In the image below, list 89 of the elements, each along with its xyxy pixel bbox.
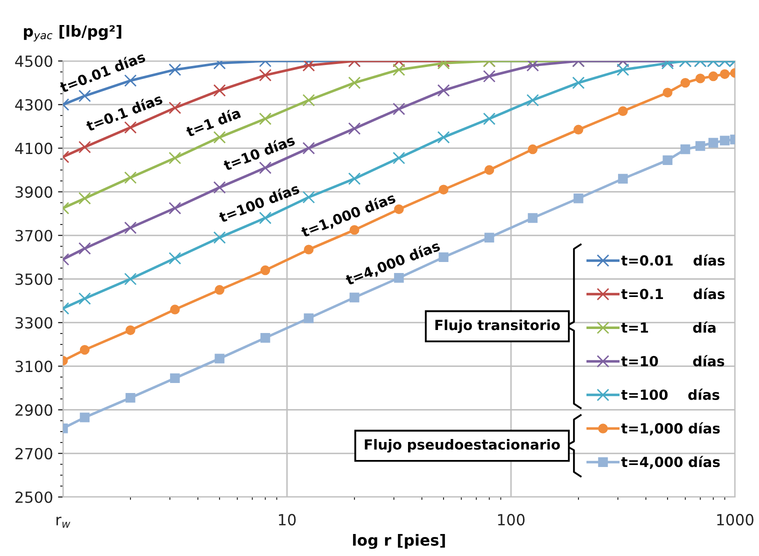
point xyxy=(170,304,180,314)
y-tick-label: 3900 xyxy=(16,186,52,198)
point xyxy=(302,61,315,72)
point xyxy=(392,152,406,164)
point xyxy=(213,181,226,194)
point xyxy=(348,76,361,90)
point xyxy=(302,94,315,106)
x-tick-label: 10 xyxy=(278,514,296,526)
point xyxy=(124,272,137,286)
point xyxy=(213,231,226,244)
y-tick-label: 3500 xyxy=(16,273,52,286)
point xyxy=(392,102,406,116)
point xyxy=(124,222,137,234)
x-tick-label: 1000 xyxy=(717,514,754,526)
annotation: Flujo pseudoestacionario xyxy=(364,438,560,453)
point xyxy=(126,392,136,403)
annotation: t=0.1 días xyxy=(85,92,164,132)
point xyxy=(214,285,224,295)
point xyxy=(168,152,182,164)
point xyxy=(259,68,272,82)
y-tick-label: 3300 xyxy=(16,317,52,329)
y-tick-label: 4300 xyxy=(15,99,52,111)
point xyxy=(348,172,361,185)
point xyxy=(483,112,496,126)
point xyxy=(213,131,226,144)
point xyxy=(618,106,628,116)
point xyxy=(574,124,584,135)
point xyxy=(78,292,91,305)
point xyxy=(260,265,270,276)
point xyxy=(78,192,91,205)
y-tick-label: 2500 xyxy=(16,491,52,504)
legend-label: t=1 día xyxy=(621,322,716,333)
point xyxy=(572,76,585,90)
legend-label: t=10 días xyxy=(621,355,724,366)
point xyxy=(526,61,539,72)
x-tick-label: 100 xyxy=(498,514,525,526)
point xyxy=(260,333,270,343)
y-tick-label: 3700 xyxy=(16,230,52,242)
point xyxy=(438,184,448,194)
point xyxy=(528,213,538,223)
point xyxy=(437,84,450,97)
point xyxy=(124,171,137,184)
point xyxy=(302,142,315,154)
point xyxy=(302,191,315,204)
legend-label: t=0.1 días xyxy=(621,288,725,300)
point xyxy=(437,131,450,144)
point xyxy=(124,74,137,87)
y-tick-label: 2900 xyxy=(16,404,52,416)
point xyxy=(662,88,672,98)
point xyxy=(78,140,91,154)
legend-label: t=4,000 días xyxy=(621,456,720,469)
point xyxy=(392,63,406,76)
point xyxy=(484,165,494,175)
y-tick-label: 3100 xyxy=(16,360,52,372)
point xyxy=(80,412,90,422)
legend-label: t=0.01 días xyxy=(621,254,725,266)
point xyxy=(168,252,182,265)
x-axis-title: log r [pies] xyxy=(353,534,445,549)
point xyxy=(350,292,360,302)
point xyxy=(126,325,136,336)
y-axis-title: p$_{yac}$ [lb/pg²] xyxy=(24,25,122,42)
x-tick-label: r$_{w}$ xyxy=(56,516,70,528)
legend-label: t=1,000 días xyxy=(621,422,720,436)
point xyxy=(168,102,182,114)
point xyxy=(618,174,628,184)
y-tick-label: 2700 xyxy=(16,448,52,460)
point xyxy=(213,84,226,97)
point xyxy=(214,354,224,364)
point xyxy=(168,63,182,76)
point xyxy=(483,70,496,83)
point xyxy=(348,122,361,135)
point xyxy=(80,344,90,355)
point xyxy=(304,244,314,254)
y-tick-label: 4100 xyxy=(15,142,52,154)
legend-label: t=100 días xyxy=(621,388,720,400)
point xyxy=(304,313,314,324)
point xyxy=(170,373,180,384)
point xyxy=(526,94,539,106)
annotation: Flujo transitorio xyxy=(435,320,560,334)
point xyxy=(662,155,672,166)
point xyxy=(528,144,538,154)
point xyxy=(78,242,91,255)
point xyxy=(616,63,630,76)
point xyxy=(259,112,272,126)
y-tick-label: 4500 xyxy=(15,55,52,68)
point xyxy=(259,162,272,174)
point xyxy=(484,232,494,242)
point xyxy=(168,202,182,214)
point xyxy=(574,193,584,204)
